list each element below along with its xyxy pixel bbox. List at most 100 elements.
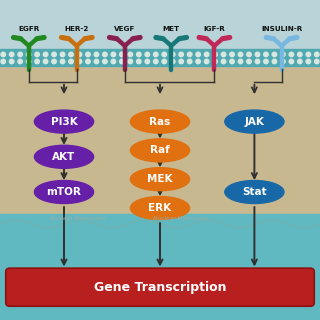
Circle shape xyxy=(137,52,141,57)
Circle shape xyxy=(281,59,285,64)
Circle shape xyxy=(145,59,149,64)
Ellipse shape xyxy=(131,110,190,133)
Text: MEK: MEK xyxy=(147,174,173,184)
Circle shape xyxy=(154,59,158,64)
Circle shape xyxy=(128,52,132,57)
Circle shape xyxy=(281,52,285,57)
Circle shape xyxy=(111,52,116,57)
Circle shape xyxy=(298,52,302,57)
Circle shape xyxy=(264,52,268,57)
Circle shape xyxy=(52,59,56,64)
Circle shape xyxy=(289,52,294,57)
Circle shape xyxy=(18,59,22,64)
Circle shape xyxy=(230,52,234,57)
Circle shape xyxy=(204,52,209,57)
Circle shape xyxy=(60,52,65,57)
Circle shape xyxy=(255,59,260,64)
Text: PI3K: PI3K xyxy=(51,116,77,127)
FancyBboxPatch shape xyxy=(6,268,314,306)
Circle shape xyxy=(196,59,200,64)
Circle shape xyxy=(238,59,243,64)
Bar xyxy=(0,49,320,67)
Circle shape xyxy=(213,59,217,64)
Circle shape xyxy=(272,59,277,64)
Circle shape xyxy=(247,52,251,57)
Text: VEGF: VEGF xyxy=(114,26,135,32)
Circle shape xyxy=(60,59,65,64)
Circle shape xyxy=(26,52,31,57)
Circle shape xyxy=(1,52,5,57)
Circle shape xyxy=(264,59,268,64)
Circle shape xyxy=(52,52,56,57)
Circle shape xyxy=(77,59,82,64)
Circle shape xyxy=(221,52,226,57)
Circle shape xyxy=(171,52,175,57)
Circle shape xyxy=(272,52,277,57)
Ellipse shape xyxy=(35,180,94,204)
Ellipse shape xyxy=(131,168,190,191)
Circle shape xyxy=(103,59,107,64)
Text: Nuclear Membrane: Nuclear Membrane xyxy=(153,216,209,221)
Circle shape xyxy=(69,59,73,64)
Text: Raf: Raf xyxy=(150,145,170,156)
Circle shape xyxy=(255,52,260,57)
Circle shape xyxy=(77,52,82,57)
Circle shape xyxy=(204,59,209,64)
Circle shape xyxy=(9,59,14,64)
Text: Ras: Ras xyxy=(149,116,171,127)
Circle shape xyxy=(69,52,73,57)
Text: Nuclear Membrane: Nuclear Membrane xyxy=(50,216,107,221)
Circle shape xyxy=(315,59,319,64)
Ellipse shape xyxy=(35,110,94,133)
Bar xyxy=(0,67,320,224)
Circle shape xyxy=(154,52,158,57)
Circle shape xyxy=(179,52,183,57)
Circle shape xyxy=(162,59,166,64)
Text: EGFR: EGFR xyxy=(18,26,39,32)
Circle shape xyxy=(26,59,31,64)
Bar xyxy=(0,0,320,67)
Circle shape xyxy=(171,59,175,64)
Circle shape xyxy=(188,59,192,64)
Ellipse shape xyxy=(131,139,190,162)
Text: MET: MET xyxy=(163,26,180,32)
Text: JAK: JAK xyxy=(244,116,264,127)
Circle shape xyxy=(9,52,14,57)
Circle shape xyxy=(196,52,200,57)
Circle shape xyxy=(103,52,107,57)
Circle shape xyxy=(188,52,192,57)
Circle shape xyxy=(315,52,319,57)
Text: AKT: AKT xyxy=(52,152,76,162)
Ellipse shape xyxy=(225,180,284,204)
Text: Stat: Stat xyxy=(242,187,267,197)
Circle shape xyxy=(221,59,226,64)
Circle shape xyxy=(120,59,124,64)
Circle shape xyxy=(1,59,5,64)
Circle shape xyxy=(35,52,39,57)
Ellipse shape xyxy=(35,145,94,168)
Circle shape xyxy=(145,52,149,57)
Circle shape xyxy=(18,52,22,57)
Circle shape xyxy=(43,52,48,57)
Circle shape xyxy=(306,59,311,64)
Text: Gene Transcription: Gene Transcription xyxy=(94,281,226,294)
Circle shape xyxy=(43,59,48,64)
Text: HER-2: HER-2 xyxy=(65,26,89,32)
Text: INSULIN-R: INSULIN-R xyxy=(261,26,302,32)
Circle shape xyxy=(120,52,124,57)
Circle shape xyxy=(247,59,251,64)
Ellipse shape xyxy=(225,110,284,133)
Text: IGF-R: IGF-R xyxy=(204,26,225,32)
Ellipse shape xyxy=(131,196,190,220)
Circle shape xyxy=(35,59,39,64)
Circle shape xyxy=(86,59,90,64)
Circle shape xyxy=(86,52,90,57)
Circle shape xyxy=(213,52,217,57)
Circle shape xyxy=(94,59,99,64)
Circle shape xyxy=(238,52,243,57)
Circle shape xyxy=(289,59,294,64)
Circle shape xyxy=(162,52,166,57)
Bar xyxy=(0,214,320,320)
Text: ERK: ERK xyxy=(148,203,172,213)
Circle shape xyxy=(230,59,234,64)
